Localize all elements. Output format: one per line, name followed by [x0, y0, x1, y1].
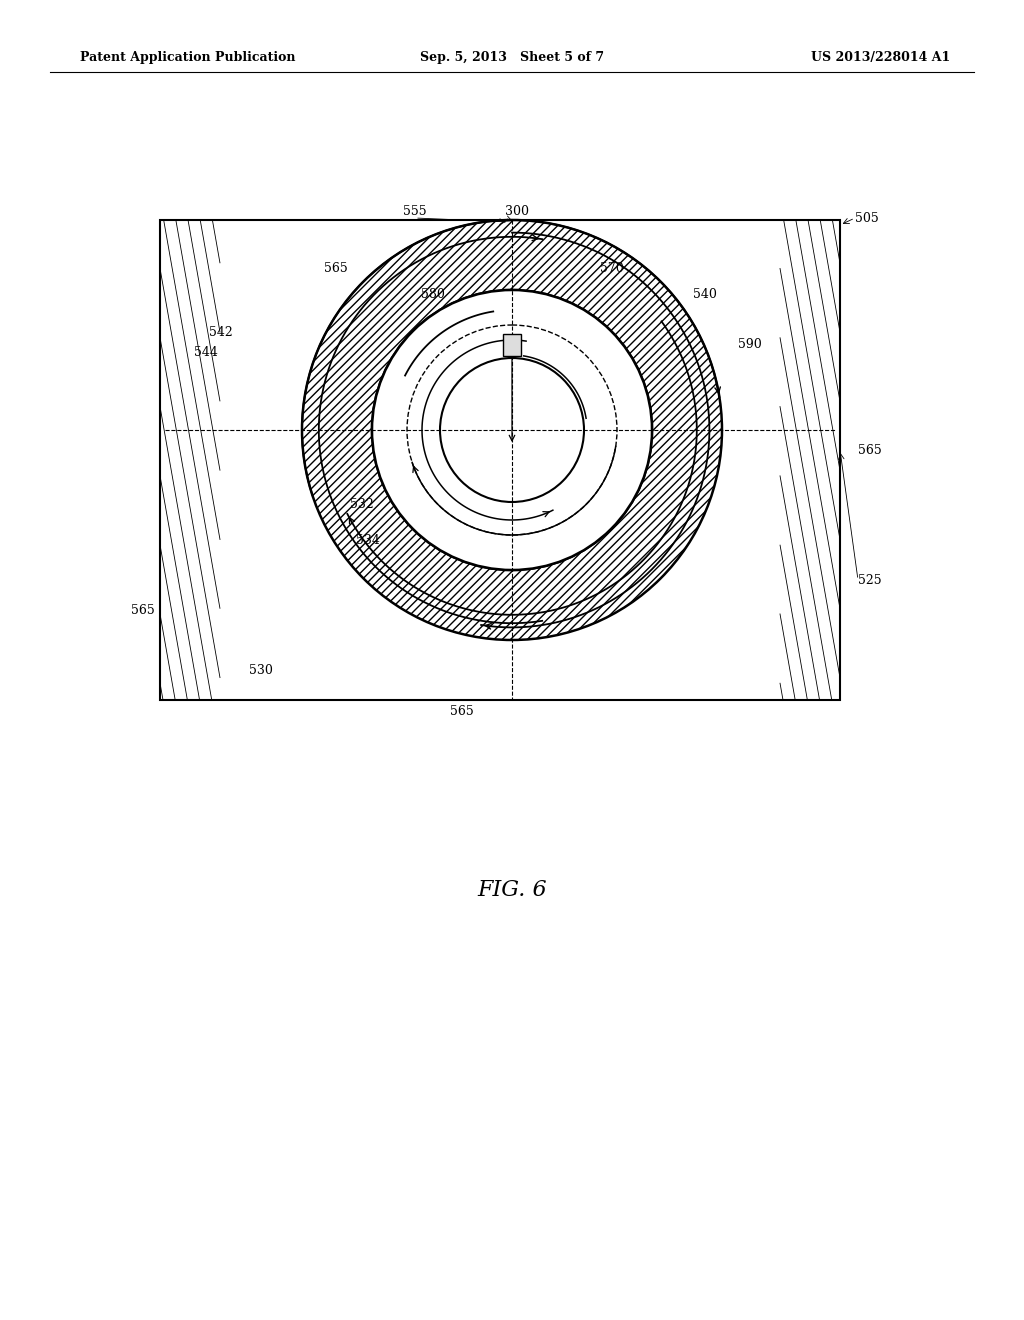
Text: 505: 505	[855, 211, 879, 224]
Circle shape	[372, 290, 652, 570]
Text: 570: 570	[600, 261, 624, 275]
Text: 542: 542	[209, 326, 233, 338]
Text: Patent Application Publication: Patent Application Publication	[80, 51, 296, 65]
Text: 525: 525	[858, 573, 882, 586]
Text: 565: 565	[131, 603, 155, 616]
Text: 555: 555	[403, 205, 427, 218]
Text: 532: 532	[350, 499, 374, 511]
Text: Sep. 5, 2013   Sheet 5 of 7: Sep. 5, 2013 Sheet 5 of 7	[420, 51, 604, 65]
Text: 565: 565	[858, 444, 882, 457]
Text: 544: 544	[195, 346, 218, 359]
Text: 550: 550	[510, 499, 534, 511]
Bar	[503, 334, 521, 356]
Text: 565: 565	[325, 261, 348, 275]
Text: 580: 580	[421, 289, 445, 301]
Text: US 2013/228014 A1: US 2013/228014 A1	[811, 51, 950, 65]
Circle shape	[440, 358, 584, 502]
Text: 530: 530	[249, 664, 273, 676]
Circle shape	[302, 220, 722, 640]
Text: 575: 575	[510, 433, 534, 446]
Text: 300: 300	[505, 205, 529, 218]
Text: 534: 534	[356, 533, 380, 546]
Circle shape	[372, 290, 652, 570]
Text: 590: 590	[738, 338, 762, 351]
Text: 540: 540	[693, 289, 717, 301]
Bar	[160, 220, 840, 700]
Text: FIG. 6: FIG. 6	[477, 879, 547, 902]
Text: 565: 565	[451, 705, 474, 718]
